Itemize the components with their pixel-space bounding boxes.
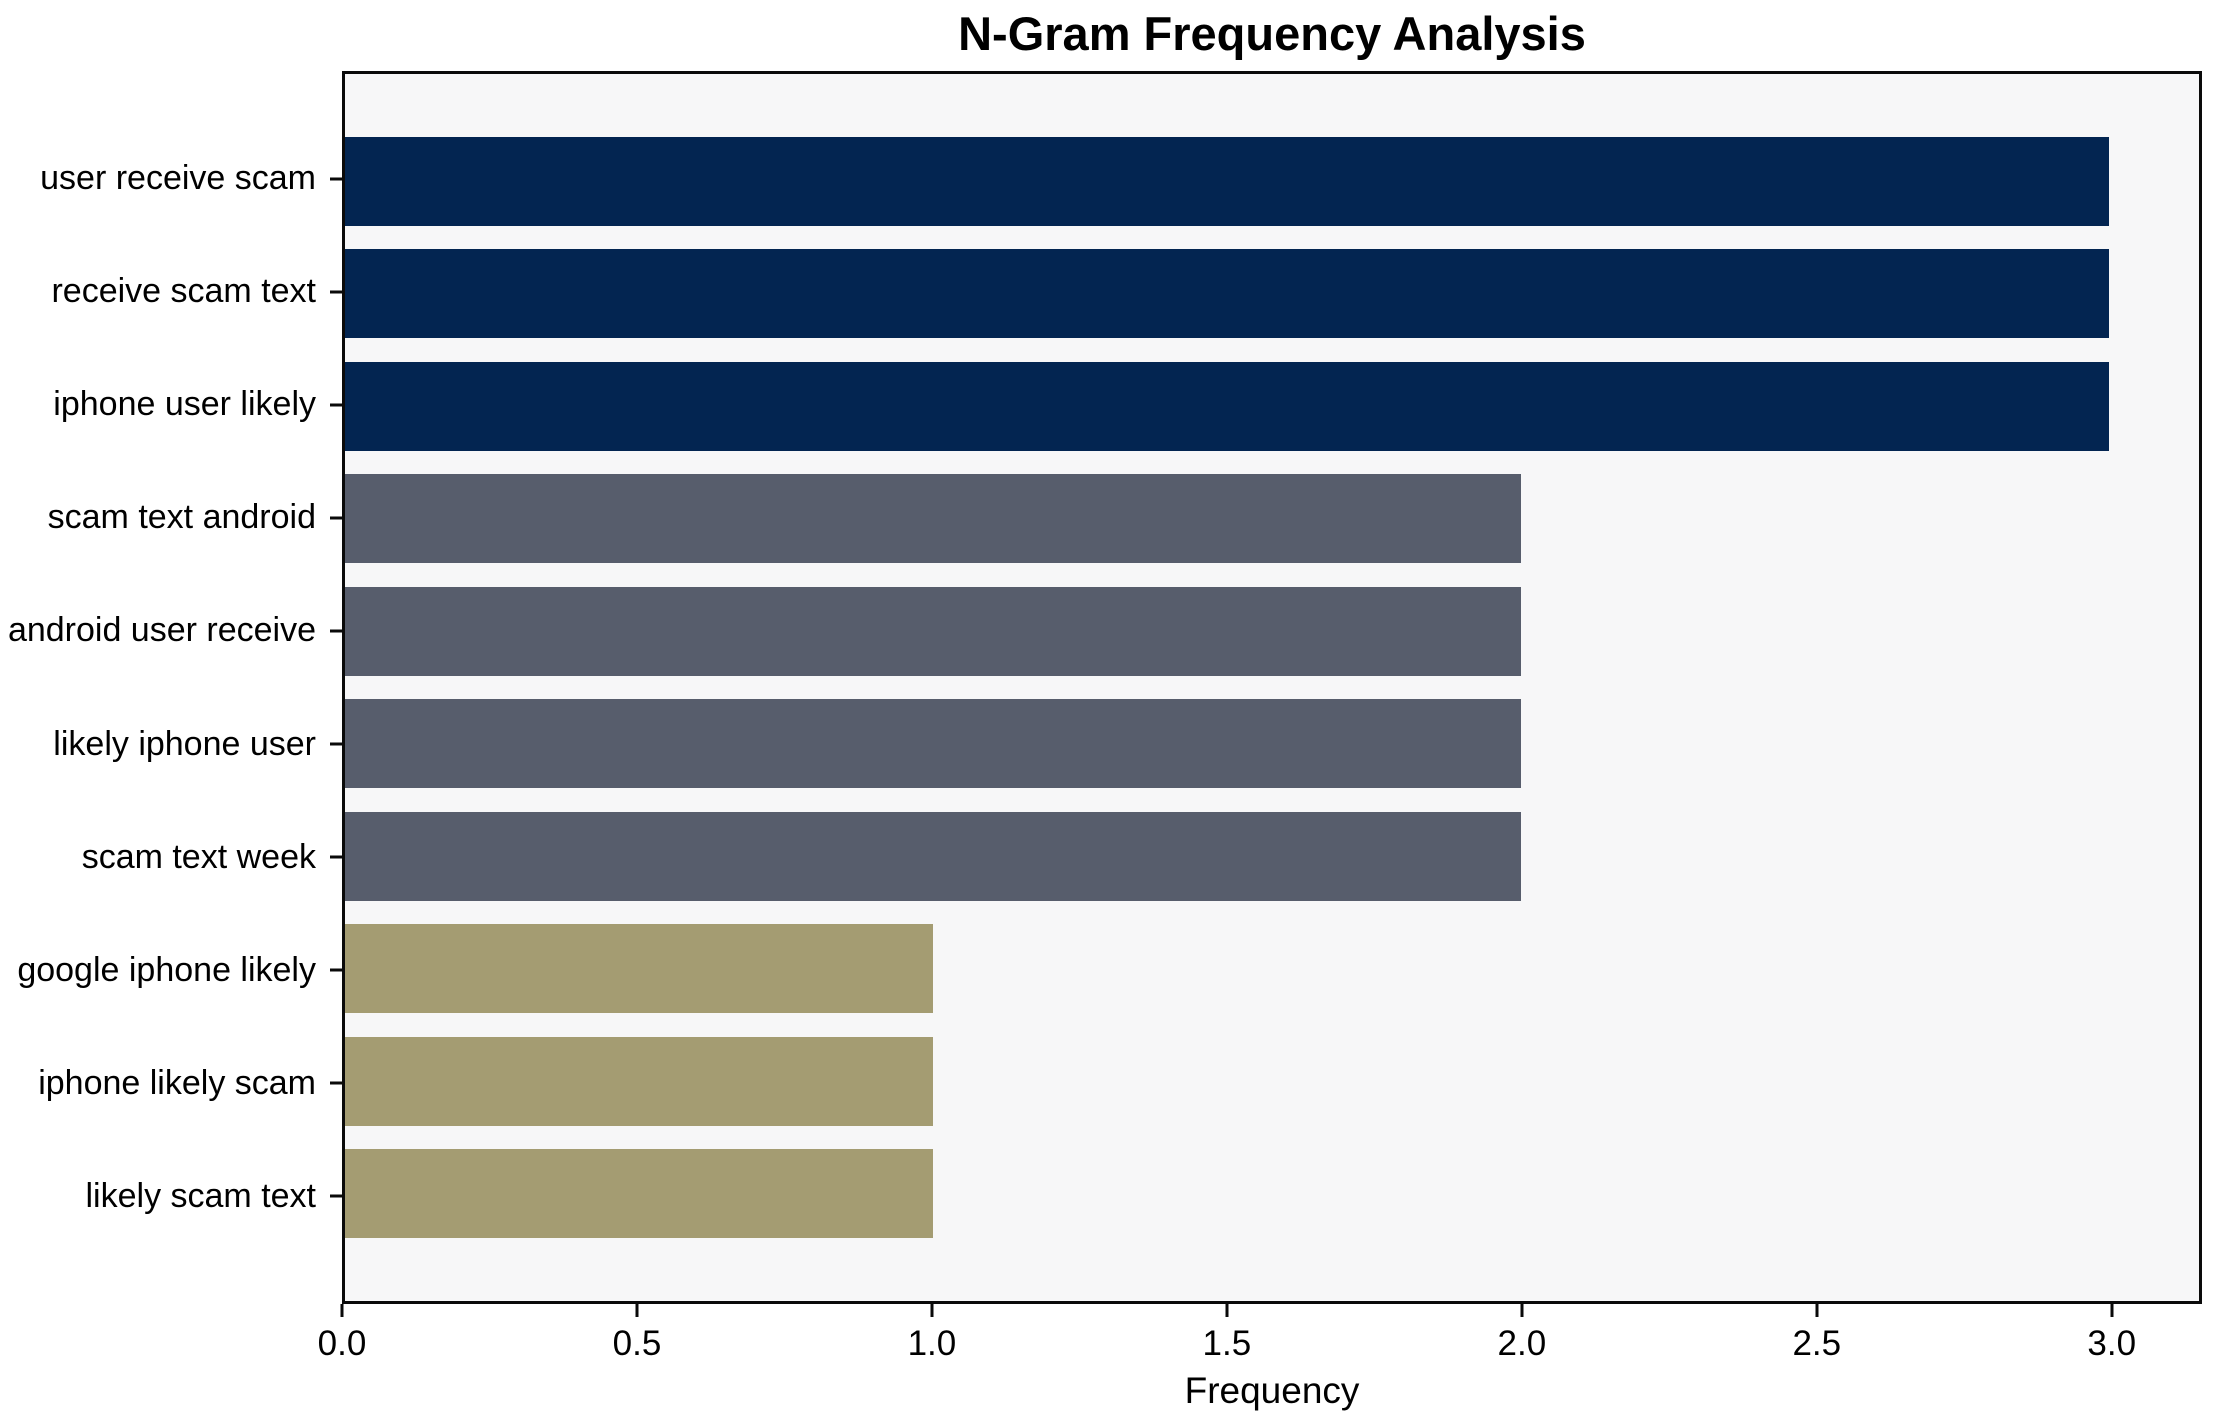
x-tick-mark [2110, 1304, 2114, 1317]
y-tick-mark [330, 629, 342, 633]
y-tick-mark [330, 177, 342, 181]
y-axis-labels: user receive scam receive scam text iphone… [0, 71, 342, 1304]
x-tick-mark [340, 1304, 344, 1317]
y-label-row: google iphone likely [0, 914, 342, 1027]
y-axis-label: likely scam text [85, 1176, 317, 1215]
bar-row [345, 688, 2199, 801]
y-tick-mark [330, 968, 342, 972]
x-tick-mark [930, 1304, 934, 1317]
y-axis-label: google iphone likely [17, 950, 316, 989]
y-axis-label: iphone user likely [53, 385, 316, 424]
x-tick-label: 2.0 [1497, 1324, 1547, 1363]
y-axis-label: iphone likely scam [38, 1063, 316, 1102]
bar-row [345, 1025, 2199, 1138]
y-axis-label: user receive scam [40, 159, 316, 198]
bar [345, 249, 2110, 339]
y-tick-mark [330, 1081, 342, 1085]
y-tick-mark [330, 290, 342, 294]
y-label-row: likely iphone user [0, 687, 342, 800]
y-label-row: scam text week [0, 801, 342, 914]
y-axis-label: likely iphone user [53, 724, 316, 763]
x-tick-label: 1.0 [907, 1324, 957, 1363]
bar [345, 136, 2110, 226]
bar-row [345, 575, 2199, 688]
bar [345, 811, 1522, 901]
chart-title: N-Gram Frequency Analysis [958, 7, 1586, 60]
x-tick-mark [1225, 1304, 1229, 1317]
x-tick-label: 0.5 [612, 1324, 662, 1363]
x-tick-mark [1815, 1304, 1819, 1317]
bar-row [345, 913, 2199, 1026]
x-tick-mark [1520, 1304, 1524, 1317]
y-tick-mark [330, 742, 342, 746]
bar [345, 699, 1522, 789]
bar-row [345, 463, 2199, 576]
x-tick-label: 3.0 [2087, 1324, 2137, 1363]
bar [345, 1149, 933, 1239]
x-tick-label: 0.0 [317, 1324, 367, 1363]
y-label-row: scam text android [0, 461, 342, 574]
x-tick-label: 2.5 [1792, 1324, 1842, 1363]
y-tick-mark [330, 403, 342, 407]
bar-row [345, 238, 2199, 351]
x-axis: 0.0 0.5 1.0 1.5 2.0 2.5 3.0 [318, 1304, 2202, 1414]
bar [345, 361, 2110, 451]
y-tick-mark [330, 1194, 342, 1198]
y-axis-label: scam text android [47, 498, 316, 537]
y-label-row: likely scam text [0, 1140, 342, 1253]
y-label-row: iphone likely scam [0, 1027, 342, 1140]
y-axis-label: android user receive [7, 611, 316, 650]
bar [345, 474, 1522, 564]
bar-row [345, 1138, 2199, 1251]
y-label-row: receive scam text [0, 235, 342, 348]
plot-area [342, 71, 2202, 1304]
y-tick-mark [330, 516, 342, 520]
bar [345, 924, 933, 1014]
bar-row [345, 800, 2199, 913]
bar-row [345, 125, 2199, 238]
y-axis-label: scam text week [81, 837, 316, 876]
x-tick-mark [635, 1304, 639, 1317]
y-label-row: iphone user likely [0, 348, 342, 461]
y-label-row: android user receive [0, 574, 342, 687]
bar [345, 586, 1522, 676]
x-tick-label: 1.5 [1202, 1324, 1252, 1363]
y-axis-label: receive scam text [51, 272, 316, 311]
bar [345, 1036, 933, 1126]
bar-row [345, 350, 2199, 463]
bars-area [345, 74, 2199, 1301]
y-label-row: user receive scam [0, 122, 342, 235]
x-axis-title: Frequency [1184, 1370, 1360, 1411]
y-tick-mark [330, 855, 342, 859]
